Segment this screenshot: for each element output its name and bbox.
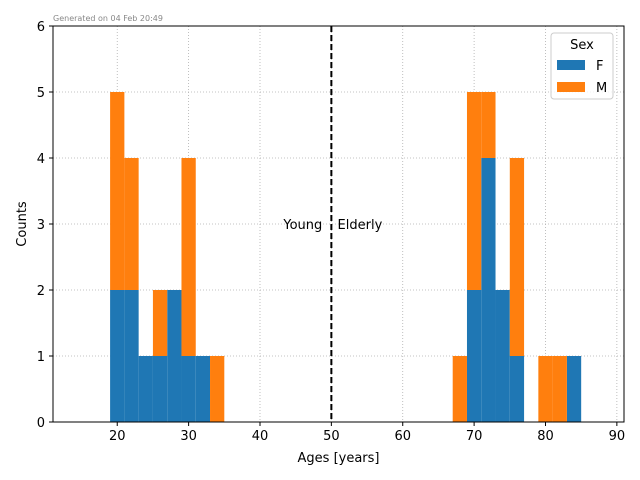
y-axis-label: Counts (15, 201, 30, 247)
x-tick-label: 50 (323, 429, 340, 444)
histogram-bar-m (181, 158, 196, 356)
y-tick-label: 4 (37, 152, 45, 167)
legend-title: Sex (570, 38, 594, 53)
legend-swatch-m (557, 82, 585, 92)
generated-note: Generated on 04 Feb 20:49 (53, 14, 163, 23)
histogram-bar-m (124, 158, 139, 290)
x-tick-label: 90 (609, 429, 626, 444)
histogram-bar-f (495, 290, 510, 422)
y-tick-label: 1 (37, 350, 45, 365)
x-axis-label: Ages [years] (298, 451, 380, 466)
histogram-bar-m (466, 92, 482, 290)
histogram-bar-f (181, 356, 196, 422)
y-tick-label: 5 (37, 86, 45, 101)
x-tick-label: 80 (537, 429, 554, 444)
x-tick-label: 60 (394, 429, 411, 444)
annotations: Young Elderly (282, 218, 382, 233)
histogram-bar-m (152, 290, 168, 356)
histogram-bar-m (509, 158, 525, 356)
histogram-bar-f (124, 290, 139, 422)
legend-label-f: F (596, 59, 603, 74)
axes: 20 30 40 50 60 70 80 90 0 1 2 3 4 5 6 (37, 20, 625, 444)
x-tick-label: 40 (252, 429, 269, 444)
histogram-bar-m (481, 92, 496, 158)
histogram-bar-f (152, 356, 168, 422)
histogram-bar-f (466, 290, 482, 422)
y-tick-label: 6 (37, 20, 45, 35)
histogram-bar-m (552, 356, 567, 422)
histogram-bar-f (138, 356, 153, 422)
x-tick-label: 70 (466, 429, 483, 444)
histogram-bar-f (110, 290, 125, 422)
histogram-bar-m (110, 92, 125, 290)
histogram-bar-f (509, 356, 525, 422)
y-tick-label: 0 (37, 416, 45, 431)
bars (110, 92, 582, 422)
annotation-young: Young (282, 218, 322, 233)
y-tick-label: 3 (37, 218, 45, 233)
annotation-elderly: Elderly (338, 218, 383, 233)
histogram-bar-f (195, 356, 211, 422)
histogram-bar-m (452, 356, 467, 422)
histogram-bar-m (210, 356, 225, 422)
x-tick-label: 30 (180, 429, 197, 444)
histogram-bar-f (566, 356, 582, 422)
legend-label-m: M (596, 81, 607, 96)
legend-swatch-f (557, 60, 585, 70)
x-tick-label: 20 (109, 429, 126, 444)
histogram-bar-m (538, 356, 553, 422)
histogram-bar-f (167, 290, 182, 422)
y-tick-label: 2 (37, 284, 45, 299)
histogram-bar-f (481, 158, 496, 422)
